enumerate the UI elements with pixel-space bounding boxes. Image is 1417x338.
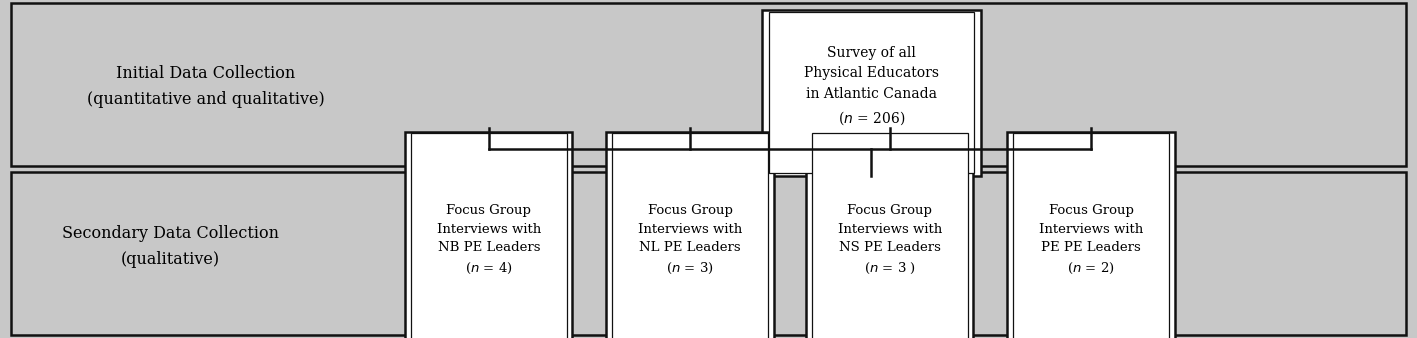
Bar [1013, 133, 1169, 338]
Bar [11, 172, 1406, 335]
Text: Focus Group
Interviews with
NL PE Leaders
($n$ = 3): Focus Group Interviews with NL PE Leader… [638, 204, 743, 275]
Bar [606, 132, 774, 338]
Text: Focus Group
Interviews with
NS PE Leaders
($n$ = 3 ): Focus Group Interviews with NS PE Leader… [837, 204, 942, 275]
Text: Survey of all
Physical Educators
in Atlantic Canada
($n$ = 206): Survey of all Physical Educators in Atla… [803, 46, 939, 127]
Text: Secondary Data Collection
(qualitative): Secondary Data Collection (qualitative) [61, 225, 279, 268]
Bar [806, 132, 973, 338]
Bar [612, 133, 768, 338]
Text: Focus Group
Interviews with
NB PE Leaders
($n$ = 4): Focus Group Interviews with NB PE Leader… [436, 204, 541, 275]
Bar [762, 10, 982, 176]
Bar [812, 133, 968, 338]
Text: Focus Group
Interviews with
PE PE Leaders
($n$ = 2): Focus Group Interviews with PE PE Leader… [1039, 204, 1144, 275]
Bar [405, 132, 572, 338]
Bar [768, 12, 975, 173]
Bar [1007, 132, 1175, 338]
Bar [411, 133, 567, 338]
Text: Initial Data Collection
(quantitative and qualitative): Initial Data Collection (quantitative an… [86, 65, 324, 108]
Bar [11, 3, 1406, 166]
